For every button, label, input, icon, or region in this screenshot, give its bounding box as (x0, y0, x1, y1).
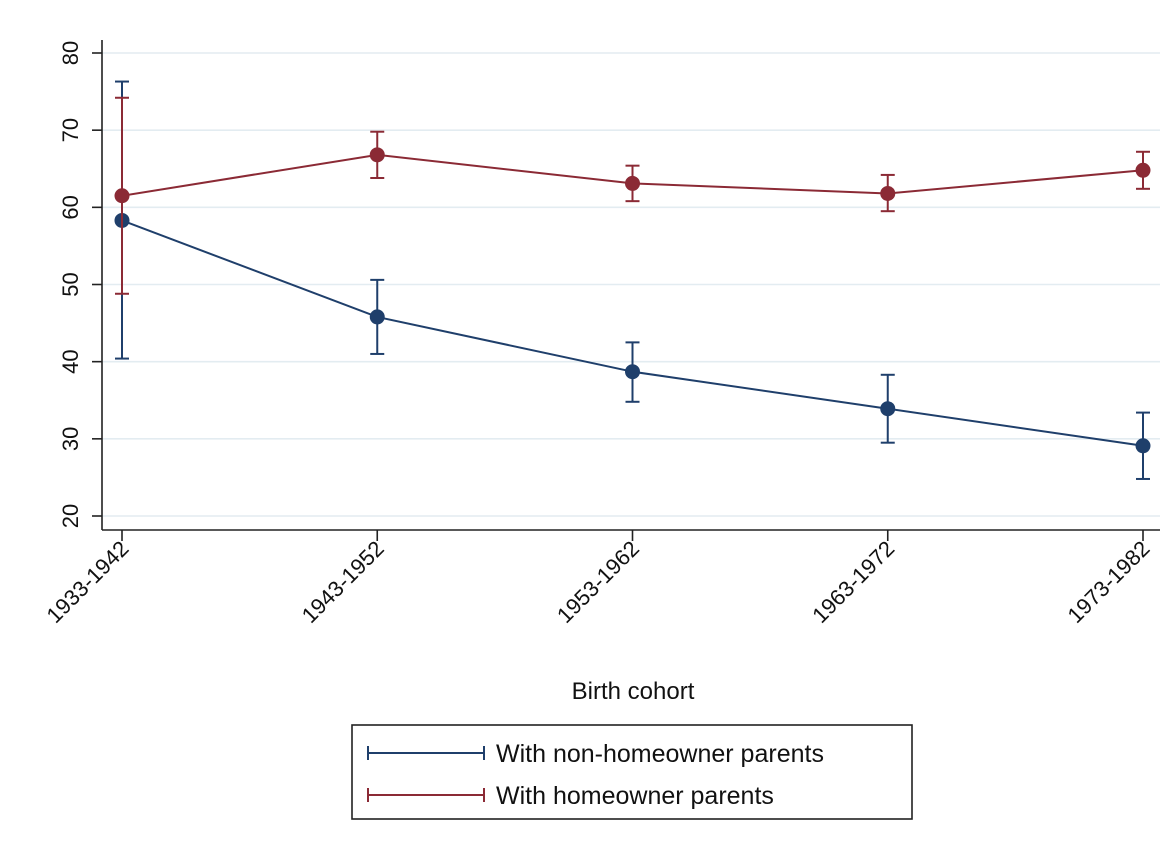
gridlines (102, 52, 1160, 517)
y-tick-label-60: 60 (58, 195, 83, 219)
x-tick-label-1973-1982: 1973-1982 (1062, 536, 1154, 628)
y-tick-label-80: 80 (58, 41, 83, 65)
data-point-homeowner (1135, 162, 1151, 178)
data-point-non-homeowner (880, 401, 896, 417)
legend-label-non-homeowner: With non-homeowner parents (496, 740, 824, 768)
series-line-non-homeowner (121, 219, 1144, 447)
y-tick-label-20: 20 (58, 504, 83, 528)
x-axis-title: Birth cohort (572, 678, 695, 705)
axes: 20 30 40 50 60 70 80 1933-1942 1943-1952 1953-196… (41, 40, 1160, 628)
x-tick-label-1933-1942: 1933-1942 (41, 536, 133, 628)
y-tick-label-70: 70 (58, 118, 83, 142)
plot-area (114, 80, 1151, 480)
legend: With non-homeowner parents With homeowner… (351, 724, 913, 820)
legend-label-homeowner: With homeowner parents (496, 782, 774, 810)
y-tick-label-40: 40 (58, 349, 83, 373)
series-homeowner (114, 96, 1151, 295)
legend-box (351, 724, 913, 820)
data-point-non-homeowner (625, 364, 640, 380)
series-non-homeowner (114, 80, 1151, 480)
data-point-non-homeowner (1135, 438, 1151, 454)
data-point-homeowner (880, 185, 896, 201)
data-point-non-homeowner (369, 309, 385, 325)
x-tick-label-1943-1952: 1943-1952 (297, 536, 389, 628)
data-point-homeowner (625, 175, 640, 191)
x-tick-label-1953-1962: 1953-1962 (552, 536, 644, 628)
data-point-homeowner (369, 147, 385, 163)
x-tick-label-1963-1972: 1963-1972 (807, 536, 899, 628)
y-tick-label-30: 30 (58, 427, 83, 451)
y-tick-label-50: 50 (58, 272, 83, 296)
data-point-homeowner (114, 188, 130, 204)
